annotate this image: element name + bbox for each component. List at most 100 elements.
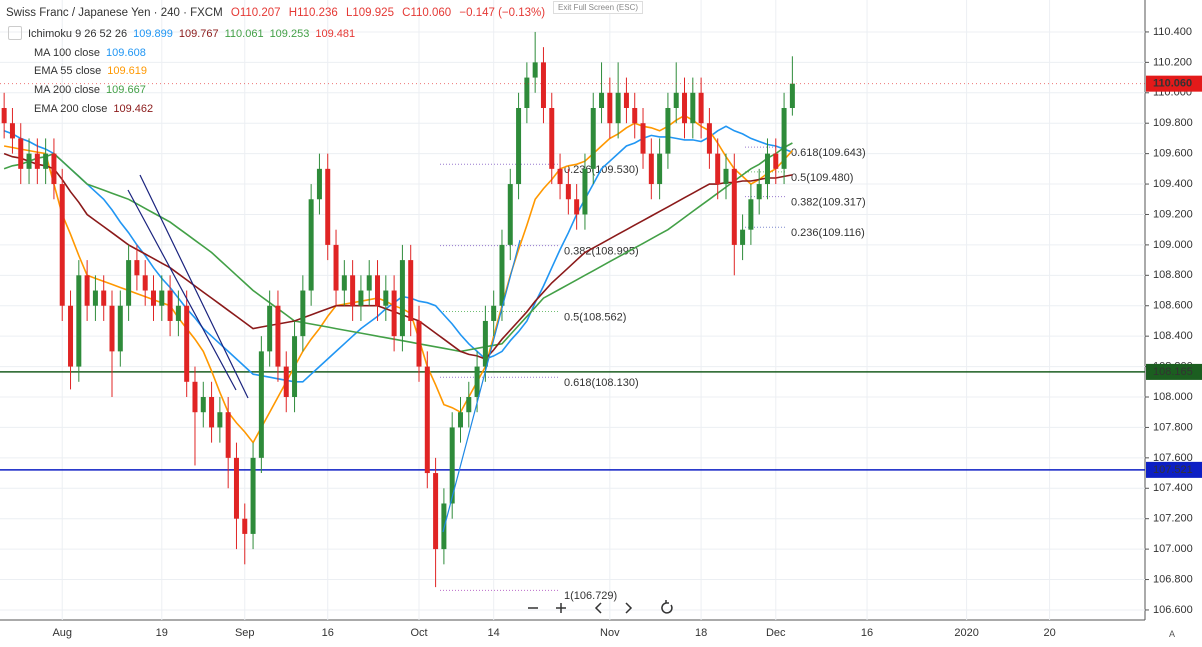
ohlc-change: −0.147 (−0.13%) xyxy=(459,7,546,19)
indicator-value: 109.899 xyxy=(133,28,173,40)
candle-body xyxy=(673,92,679,108)
y-tick-label: 107.000 xyxy=(1153,543,1193,555)
candle-body xyxy=(358,290,364,306)
ohlc-open: O110.207 xyxy=(230,7,281,19)
candle-body xyxy=(516,107,522,185)
candle-body xyxy=(59,184,65,306)
candle-body xyxy=(68,305,74,367)
x-tick-label: Nov xyxy=(600,627,620,639)
scroll-left-button[interactable] xyxy=(594,602,602,614)
candle-body xyxy=(789,83,795,108)
candle-body xyxy=(466,397,472,413)
candle-body xyxy=(690,92,696,124)
auto-scale-button[interactable]: A xyxy=(1168,629,1175,639)
fib-label: 0.382(109.317) xyxy=(791,197,866,209)
indicator-value: 109.667 xyxy=(106,84,146,97)
y-tick-label: 109.000 xyxy=(1153,239,1193,251)
candle-body xyxy=(192,381,198,413)
trendlines xyxy=(127,174,521,533)
x-tick-label: 20 xyxy=(1043,627,1055,639)
candle-body xyxy=(325,168,331,245)
symbol-title: Swiss Franc / Japanese Yen · 240 · FXCM xyxy=(6,7,223,19)
candle-body xyxy=(781,107,787,169)
y-tick-label: 107.400 xyxy=(1153,482,1193,494)
price-tag xyxy=(1146,461,1202,478)
price-axis-bg xyxy=(1145,0,1202,647)
candle-body xyxy=(184,305,190,382)
candle-body xyxy=(175,305,181,321)
candle-body xyxy=(424,366,430,474)
x-tick-label: Sep xyxy=(235,627,255,639)
candle-body xyxy=(623,92,629,108)
candle-body xyxy=(391,290,397,337)
candle-body xyxy=(532,62,538,78)
indicator-value: 110.061 xyxy=(224,28,264,40)
candle-body xyxy=(648,153,654,185)
candle-body xyxy=(482,320,488,367)
candle-body xyxy=(632,107,638,124)
moving-average-line xyxy=(3,114,793,445)
x-tick-label: 16 xyxy=(861,627,873,639)
zoom-toolbar xyxy=(528,600,673,614)
x-tick-label: 16 xyxy=(322,627,334,639)
candle-body xyxy=(250,457,256,534)
fib-label: 0.618(108.130) xyxy=(564,377,639,389)
fib-label: 0.5(108.562) xyxy=(564,311,626,323)
candle-body xyxy=(375,275,381,306)
candle-body xyxy=(756,184,762,200)
indicator-row: EMA 200 close 109.462 xyxy=(8,100,361,119)
candle-body xyxy=(126,260,132,306)
candle-body xyxy=(507,184,513,245)
y-tick-label: 108.600 xyxy=(1153,300,1193,312)
candle-body xyxy=(582,168,588,215)
indicator-value: 109.462 xyxy=(113,102,154,115)
candle-body xyxy=(159,290,165,306)
candle-body xyxy=(715,153,721,185)
ohlc-close: C110.060 xyxy=(402,7,452,19)
candle-body xyxy=(258,351,264,458)
candle-body xyxy=(217,412,223,428)
y-tick-label: 109.600 xyxy=(1153,148,1193,160)
collapse-button[interactable] xyxy=(8,26,22,41)
exit-fullscreen-button[interactable]: Exit Full Screen (ESC) xyxy=(553,1,644,14)
candle-body xyxy=(109,305,115,352)
indicator-name: Ichimoku 9 26 52 26 xyxy=(28,28,128,40)
candle-body xyxy=(433,473,439,550)
scroll-right-button[interactable] xyxy=(625,602,633,614)
x-tick-label: Aug xyxy=(52,627,72,639)
candle-body xyxy=(748,199,754,230)
candle-body xyxy=(350,275,356,306)
candle-body xyxy=(474,366,480,398)
x-tick-label: 2020 xyxy=(954,627,978,639)
candle-body xyxy=(333,244,339,291)
candle-body xyxy=(43,153,49,169)
x-tick-label: Oct xyxy=(410,627,427,639)
reset-button[interactable] xyxy=(661,600,673,614)
indicator-value: 109.767 xyxy=(178,28,219,40)
candle-body xyxy=(698,92,704,124)
candle-body xyxy=(682,92,688,124)
candle-body xyxy=(92,290,98,306)
candle-body xyxy=(574,199,580,215)
candle-body xyxy=(300,290,306,337)
fib-label: 1(106.729) xyxy=(564,590,617,602)
candle-body xyxy=(557,168,563,185)
candle-body xyxy=(1,107,7,124)
moving-average-line xyxy=(3,152,793,360)
candle-body xyxy=(76,275,82,367)
indicator-value: 109.481 xyxy=(315,28,356,40)
candle-body xyxy=(640,123,646,154)
zoom-in-button[interactable] xyxy=(556,603,566,613)
candle-body xyxy=(764,153,770,185)
candle-body xyxy=(233,457,239,519)
candle-body xyxy=(731,168,737,245)
candle-body xyxy=(540,62,546,108)
y-tick-label: 108.800 xyxy=(1153,269,1193,281)
candle-body xyxy=(283,366,289,398)
indicator-legend: Ichimoku 9 26 52 26 109.899 109.767 110.061… xyxy=(8,25,361,118)
price-tag-label: 110.060 xyxy=(1153,78,1192,90)
fib-label: 0.618(109.643) xyxy=(791,147,866,159)
y-tick-label: 108.000 xyxy=(1153,391,1193,403)
y-tick-label: 109.800 xyxy=(1153,117,1193,129)
candle-body xyxy=(590,107,596,169)
